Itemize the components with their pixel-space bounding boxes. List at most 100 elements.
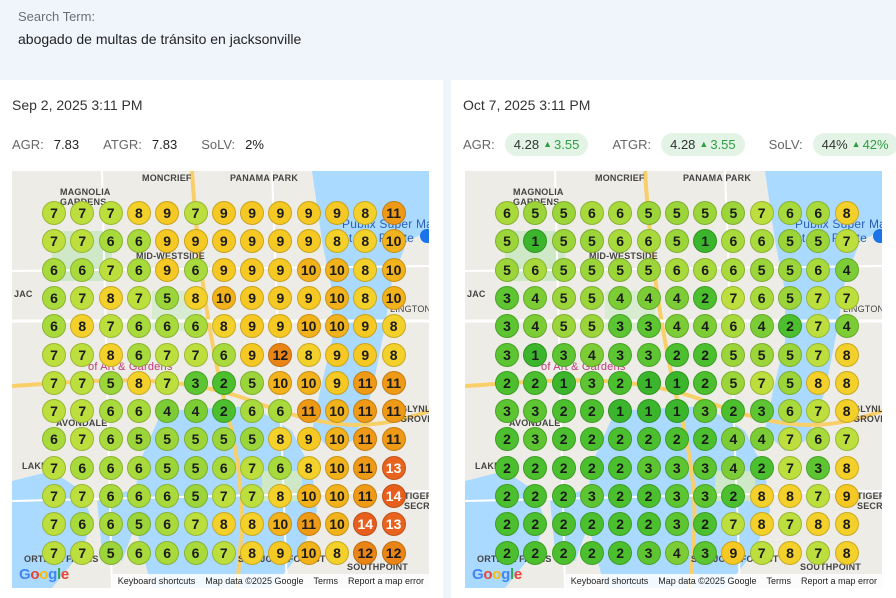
rank-pin[interactable]: 5 xyxy=(778,370,802,395)
rank-pin[interactable]: 6 xyxy=(608,229,633,254)
rank-pin[interactable]: 2 xyxy=(608,370,633,395)
rank-pin[interactable]: 9 xyxy=(325,370,349,395)
rank-pin[interactable]: 9 xyxy=(268,257,293,282)
rank-pin[interactable]: 10 xyxy=(296,257,321,282)
rank-pin[interactable]: 1 xyxy=(693,229,718,254)
rank-pin[interactable]: 6 xyxy=(42,427,66,452)
rank-pin[interactable]: 2 xyxy=(579,427,604,452)
rank-pin[interactable]: 2 xyxy=(636,427,661,452)
rank-pin[interactable]: 1 xyxy=(664,399,689,424)
rank-pin[interactable]: 1 xyxy=(636,370,661,395)
rank-pin[interactable]: 2 xyxy=(608,455,633,480)
rank-pin[interactable]: 7 xyxy=(42,201,66,225)
rank-pin[interactable]: 7 xyxy=(806,484,831,508)
rank-pin[interactable]: 10 xyxy=(325,455,349,480)
rank-pin[interactable]: 2 xyxy=(523,484,548,508)
rank-pin[interactable]: 8 xyxy=(353,285,378,310)
rank-pin[interactable]: 10 xyxy=(381,229,406,254)
rank-pin[interactable]: 5 xyxy=(806,229,831,254)
rank-pin[interactable]: 7 xyxy=(70,229,95,254)
rank-pin[interactable]: 7 xyxy=(806,540,831,565)
rank-pin[interactable]: 9 xyxy=(268,229,293,254)
rank-pin[interactable]: 6 xyxy=(183,257,208,282)
rank-pin[interactable]: 5 xyxy=(183,455,208,480)
rank-pin[interactable]: 5 xyxy=(778,342,802,367)
rank-pin[interactable]: 6 xyxy=(495,201,519,225)
rank-pin[interactable]: 5 xyxy=(551,285,576,310)
rank-pin[interactable]: 8 xyxy=(240,512,265,537)
rank-pin[interactable]: 2 xyxy=(664,427,689,452)
rank-pin[interactable]: 2 xyxy=(495,484,519,508)
rank-pin[interactable]: 7 xyxy=(42,370,66,395)
rank-pin[interactable]: 5 xyxy=(551,314,576,339)
rank-pin[interactable]: 11 xyxy=(353,455,378,480)
rank-pin[interactable]: 3 xyxy=(523,399,548,424)
rank-pin[interactable]: 6 xyxy=(806,257,831,282)
rank-pin[interactable]: 2 xyxy=(608,512,633,537)
rank-pin[interactable]: 7 xyxy=(806,314,831,339)
rank-pin[interactable]: 6 xyxy=(268,399,293,424)
rank-pin[interactable]: 13 xyxy=(381,455,406,480)
rank-pin[interactable]: 4 xyxy=(749,427,774,452)
rank-pin[interactable]: 3 xyxy=(664,484,689,508)
rank-pin[interactable]: 3 xyxy=(495,314,519,339)
rank-pin[interactable]: 7 xyxy=(749,201,774,225)
rank-pin[interactable]: 4 xyxy=(636,285,661,310)
rank-pin[interactable]: 10 xyxy=(325,427,349,452)
rank-pin[interactable]: 11 xyxy=(381,201,406,225)
rank-pin[interactable]: 8 xyxy=(834,201,859,225)
rank-pin[interactable]: 5 xyxy=(211,427,236,452)
rank-pin[interactable]: 9 xyxy=(268,540,293,565)
rank-pin[interactable]: 10 xyxy=(268,512,293,537)
rank-pin[interactable]: 7 xyxy=(240,484,265,508)
rank-pin[interactable]: 9 xyxy=(240,342,265,367)
rank-pin[interactable]: 6 xyxy=(721,229,746,254)
rank-pin[interactable]: 6 xyxy=(183,540,208,565)
rank-pin[interactable]: 5 xyxy=(155,285,180,310)
rank-pin[interactable]: 2 xyxy=(721,484,746,508)
rank-pin[interactable]: 6 xyxy=(98,484,123,508)
rank-pin[interactable]: 6 xyxy=(98,399,123,424)
rank-pin[interactable]: 8 xyxy=(749,484,774,508)
rank-pin[interactable]: 2 xyxy=(579,540,604,565)
rank-pin[interactable]: 6 xyxy=(749,229,774,254)
rank-pin[interactable]: 9 xyxy=(240,201,265,225)
rank-pin[interactable]: 7 xyxy=(721,285,746,310)
rank-pin[interactable]: 6 xyxy=(126,484,151,508)
rank-pin[interactable]: 8 xyxy=(806,512,831,537)
rank-pin[interactable]: 7 xyxy=(42,342,66,367)
rank-pin[interactable]: 6 xyxy=(126,314,151,339)
rank-pin[interactable]: 11 xyxy=(381,427,406,452)
rank-pin[interactable]: 6 xyxy=(778,201,802,225)
rank-pin[interactable]: 3 xyxy=(579,484,604,508)
rank-pin[interactable]: 8 xyxy=(211,314,236,339)
rank-pin[interactable]: 9 xyxy=(240,257,265,282)
rank-pin[interactable]: 5 xyxy=(749,257,774,282)
rank-pin[interactable]: 8 xyxy=(296,455,321,480)
rank-pin[interactable]: 10 xyxy=(381,257,406,282)
rank-pin[interactable]: 3 xyxy=(664,455,689,480)
rank-pin[interactable]: 7 xyxy=(42,484,66,508)
rank-pin[interactable]: 9 xyxy=(155,257,180,282)
rank-pin[interactable]: 2 xyxy=(579,455,604,480)
rank-pin[interactable]: 9 xyxy=(268,285,293,310)
rank-pin[interactable]: 2 xyxy=(495,512,519,537)
rank-pin[interactable]: 2 xyxy=(495,427,519,452)
rank-pin[interactable]: 5 xyxy=(523,201,548,225)
rank-pin[interactable]: 5 xyxy=(778,229,802,254)
rank-pin[interactable]: 6 xyxy=(42,314,66,339)
rank-pin[interactable]: 5 xyxy=(551,229,576,254)
rank-pin[interactable]: 4 xyxy=(693,314,718,339)
rank-pin[interactable]: 8 xyxy=(325,229,349,254)
rank-pin[interactable]: 6 xyxy=(155,314,180,339)
rank-pin[interactable]: 3 xyxy=(749,399,774,424)
rank-pin[interactable]: 8 xyxy=(126,201,151,225)
rank-pin[interactable]: 8 xyxy=(268,427,293,452)
rank-pin[interactable]: 11 xyxy=(296,399,321,424)
rank-pin[interactable]: 6 xyxy=(126,257,151,282)
rank-pin[interactable]: 7 xyxy=(70,342,95,367)
rank-pin[interactable]: 3 xyxy=(495,399,519,424)
rank-pin[interactable]: 6 xyxy=(70,512,95,537)
rank-pin[interactable]: 5 xyxy=(126,512,151,537)
